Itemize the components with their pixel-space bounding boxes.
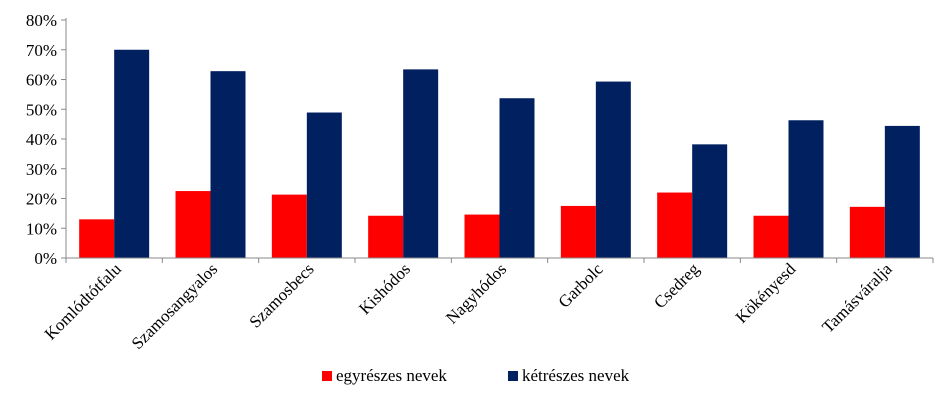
bar-ketreszes-8 [885, 126, 920, 258]
x-category-label: Komlódtótfalu [41, 259, 126, 344]
bar-egyreszes-5 [561, 206, 596, 258]
y-tick-label: 20% [26, 190, 57, 209]
legend-label-egyreszes: egyrészes nevek [336, 366, 447, 385]
y-tick-label: 30% [26, 160, 57, 179]
bar-ketreszes-5 [596, 82, 631, 258]
bar-egyreszes-6 [657, 193, 692, 258]
y-tick-label: 0% [34, 249, 57, 268]
x-category-label: Kishódos [355, 259, 414, 318]
x-category-label: Kökényesd [732, 259, 800, 327]
x-category-label: Tamásváralja [818, 259, 896, 337]
x-category-label: Garbolc [555, 259, 607, 311]
labels-layer: 0%10%20%30%40%50%60%70%80%Komlódtótfalu S… [26, 11, 896, 353]
y-tick-label: 40% [26, 130, 57, 149]
bars-layer [79, 50, 920, 258]
y-tick-label: 70% [26, 41, 57, 60]
bar-ketreszes-2 [307, 113, 342, 258]
y-tick-label: 80% [26, 11, 57, 30]
bar-ketreszes-3 [403, 69, 438, 258]
legend-swatch-egyreszes [322, 371, 332, 381]
bar-egyreszes-3 [368, 216, 403, 258]
x-category-label: Nagyhódos [442, 259, 510, 327]
x-category-label: Csedreg [650, 259, 703, 312]
bar-egyreszes-7 [754, 216, 789, 258]
bar-ketreszes-0 [114, 50, 149, 258]
legend-swatch-ketreszes [508, 371, 518, 381]
legend: egyrészes nevek kétrészes nevek [322, 366, 630, 385]
bar-egyreszes-0 [79, 219, 114, 258]
y-tick-label: 50% [26, 100, 57, 119]
bar-egyreszes-1 [176, 191, 211, 258]
bar-ketreszes-4 [500, 98, 535, 258]
bar-egyreszes-4 [465, 215, 500, 258]
x-category-label: Szamosbecs [245, 259, 317, 331]
legend-label-ketreszes: kétrészes nevek [522, 366, 630, 385]
bar-ketreszes-6 [692, 144, 727, 258]
bar-egyreszes-8 [850, 207, 885, 258]
y-tick-label: 10% [26, 219, 57, 238]
x-category-label: Szamosangyalos [128, 259, 222, 353]
bar-egyreszes-2 [272, 195, 307, 258]
bar-ketreszes-1 [211, 71, 246, 258]
bar-ketreszes-7 [789, 120, 824, 258]
y-tick-label: 60% [26, 71, 57, 90]
